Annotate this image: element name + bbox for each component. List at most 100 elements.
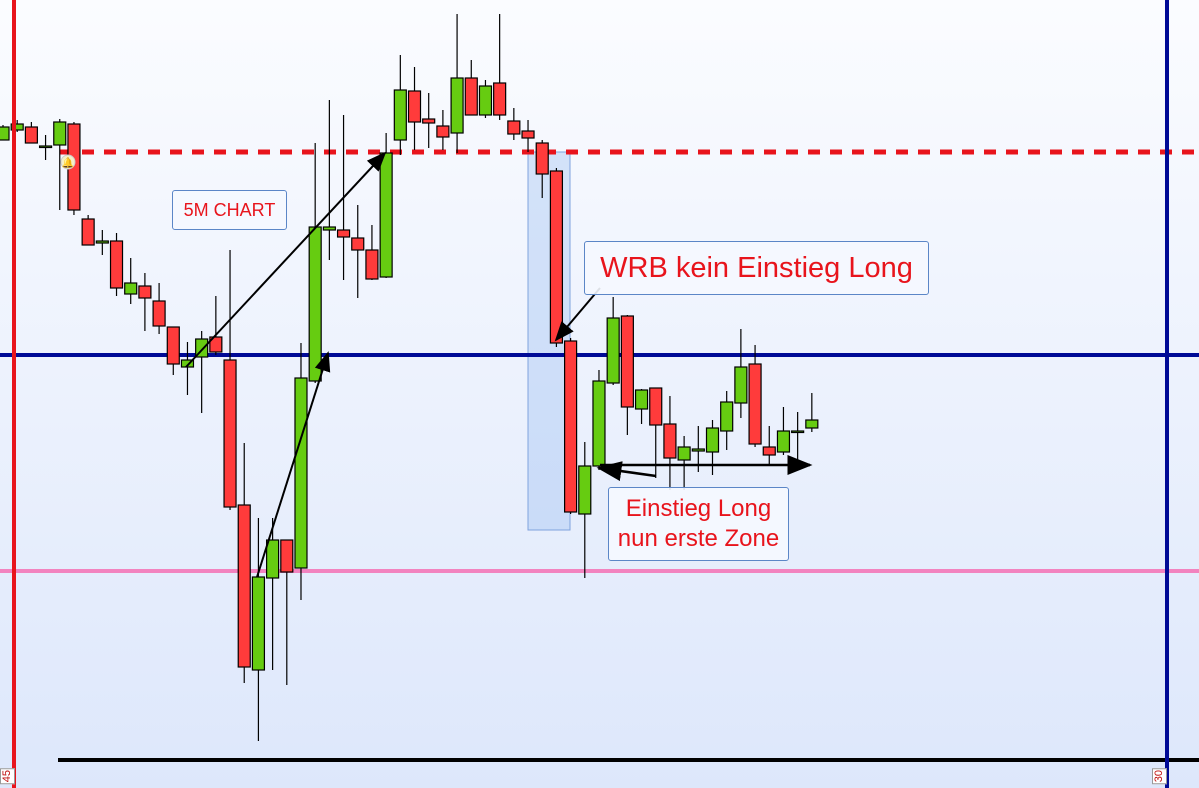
candle bbox=[805, 393, 819, 432]
entry-annotation-line1: Einstieg Long bbox=[625, 495, 772, 522]
candle-body bbox=[549, 170, 564, 344]
candle bbox=[720, 391, 734, 450]
candle-body bbox=[223, 359, 237, 508]
candle bbox=[38, 135, 53, 160]
candle bbox=[266, 518, 280, 670]
candle-body bbox=[705, 427, 720, 453]
candle-body bbox=[748, 363, 762, 445]
candle bbox=[634, 389, 649, 424]
candle-body bbox=[677, 446, 691, 461]
candle-body bbox=[791, 430, 805, 434]
candle-body bbox=[266, 539, 280, 579]
candle bbox=[464, 60, 478, 116]
candle-body bbox=[691, 448, 705, 452]
candle-body bbox=[95, 240, 109, 244]
candle-body bbox=[109, 240, 124, 289]
candle bbox=[67, 122, 81, 215]
candle bbox=[180, 342, 195, 395]
candle bbox=[549, 168, 564, 347]
candle-body bbox=[649, 387, 663, 426]
candle bbox=[677, 436, 691, 490]
candle-body bbox=[38, 145, 53, 149]
candle-body bbox=[53, 121, 67, 146]
candle-body bbox=[81, 218, 95, 246]
candle-body bbox=[180, 359, 195, 368]
candle bbox=[436, 110, 450, 150]
candle bbox=[407, 67, 422, 150]
candle bbox=[223, 250, 237, 510]
candle-body bbox=[251, 576, 266, 671]
candle bbox=[152, 283, 166, 334]
wrb-pointer-arrow bbox=[554, 287, 601, 342]
candle bbox=[124, 258, 138, 304]
candle bbox=[563, 338, 578, 514]
candle-body bbox=[138, 285, 152, 299]
candle-body bbox=[407, 90, 422, 123]
candle bbox=[734, 329, 748, 418]
candle bbox=[521, 120, 535, 152]
candle bbox=[592, 370, 606, 470]
candle-body bbox=[166, 326, 180, 365]
candle-body bbox=[422, 118, 436, 124]
candle bbox=[478, 80, 493, 118]
candle-body bbox=[521, 130, 535, 139]
candle-body bbox=[762, 446, 776, 456]
candle bbox=[663, 396, 677, 490]
candle bbox=[237, 443, 251, 683]
candle-body bbox=[294, 377, 308, 569]
candle bbox=[507, 108, 521, 140]
candle bbox=[294, 343, 308, 600]
candle bbox=[24, 122, 38, 144]
candle-body bbox=[478, 85, 493, 116]
timeframe-label: 5M CHART bbox=[172, 190, 287, 230]
bell-glyph: 🔔 bbox=[62, 157, 74, 169]
candle-body bbox=[322, 226, 336, 231]
candle-body bbox=[805, 419, 819, 429]
candle bbox=[620, 315, 634, 435]
candle-body bbox=[237, 504, 251, 668]
session-label-left: 45 bbox=[0, 768, 15, 785]
entry-annotation: Einstieg Long nun erste Zone bbox=[608, 487, 789, 561]
session-label-right: 30 bbox=[1152, 768, 1167, 785]
candle-body bbox=[24, 126, 38, 144]
candle-body bbox=[592, 380, 606, 467]
candle bbox=[606, 297, 620, 385]
candle-body bbox=[280, 539, 294, 573]
candle-body bbox=[351, 237, 365, 251]
candle bbox=[705, 420, 720, 475]
candle bbox=[493, 14, 507, 120]
candle-body bbox=[336, 229, 351, 238]
candle bbox=[422, 93, 436, 148]
candle bbox=[393, 55, 407, 155]
candle-body bbox=[563, 340, 578, 513]
candle bbox=[53, 119, 67, 210]
candle-body bbox=[620, 315, 634, 408]
candle-body bbox=[124, 282, 138, 295]
candle bbox=[138, 273, 152, 331]
candle-body bbox=[379, 152, 393, 278]
candle bbox=[578, 442, 592, 578]
candle-body bbox=[606, 317, 620, 384]
candle-body bbox=[493, 82, 507, 116]
candle bbox=[95, 230, 109, 255]
candle bbox=[0, 125, 10, 141]
candle bbox=[166, 326, 180, 375]
candle-body bbox=[507, 120, 521, 135]
candle-body bbox=[734, 366, 748, 404]
wrb-highlight-zone bbox=[527, 151, 571, 531]
entry-annotation-line2: nun erste Zone bbox=[617, 525, 780, 552]
candle-body bbox=[535, 142, 549, 175]
trend-arrow-2 bbox=[256, 351, 331, 578]
candle-body bbox=[450, 77, 464, 134]
candle-body bbox=[152, 300, 166, 327]
candle bbox=[81, 215, 95, 246]
candle bbox=[195, 331, 209, 413]
candle-body bbox=[464, 77, 478, 116]
alert-bell-icon[interactable] bbox=[60, 154, 76, 170]
candle-body bbox=[634, 389, 649, 410]
candle bbox=[379, 133, 393, 278]
candle bbox=[762, 426, 776, 465]
candle-body bbox=[308, 226, 322, 382]
candle-body bbox=[578, 465, 592, 515]
